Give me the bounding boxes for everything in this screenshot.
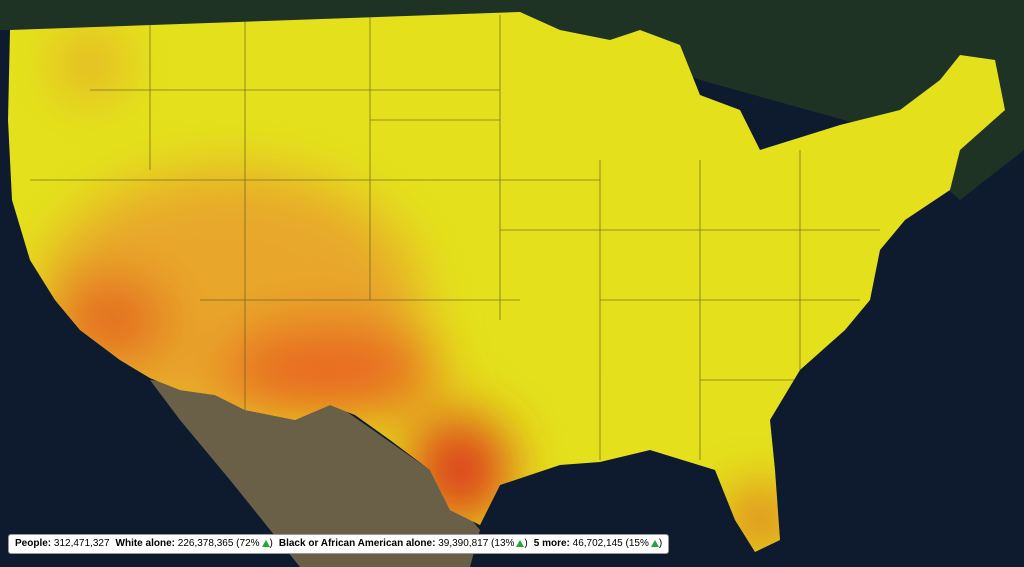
stat-label: White alone: (115, 538, 175, 549)
up-icon (261, 540, 270, 547)
stat-share: 15% (626, 538, 663, 549)
stat: White alone: 226,378,365 72% (116, 535, 273, 553)
stat-label: 5 more: (533, 538, 570, 549)
stat-value: 46,702,145 (572, 538, 623, 549)
share-text: 72% (239, 538, 260, 549)
stat: People: 312,471,327 (15, 535, 110, 553)
share-text: 13% (494, 538, 515, 549)
stat-label: People: (15, 538, 52, 549)
stat: Black or African American alone: 39,390,… (279, 535, 528, 553)
stat-value: 312,471,327 (53, 538, 110, 549)
mexico (150, 380, 480, 567)
stat-value: 39,390,817 (438, 538, 489, 549)
up-icon (516, 540, 525, 547)
stat-label: Black or African American alone: (278, 538, 436, 549)
share-text: 15% (628, 538, 649, 549)
stat-share: 13% (491, 538, 528, 549)
stat-value: 226,378,365 (177, 538, 234, 549)
stat-share: 72% (236, 538, 273, 549)
status-bar: People: 312,471,327 White alone: 226,378,… (8, 534, 670, 554)
stat: 5 more: 46,702,145 15% (534, 535, 662, 553)
canada (0, 0, 1024, 200)
up-icon (650, 540, 659, 547)
